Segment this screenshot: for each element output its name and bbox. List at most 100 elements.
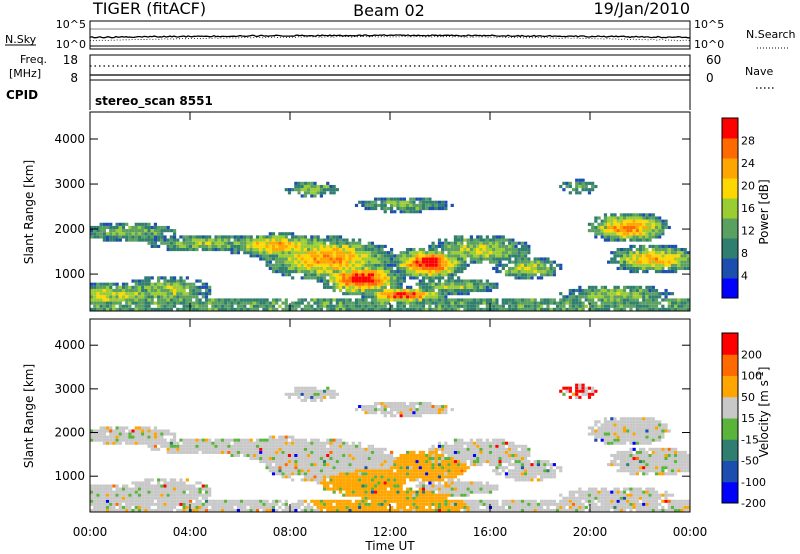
velocity-cell (278, 456, 282, 461)
velocity-cell (367, 408, 371, 412)
velocity-cell (383, 505, 387, 509)
velocity-cell (313, 469, 317, 473)
velocity-cell (249, 447, 253, 451)
power-cell (374, 288, 378, 293)
power-cell (345, 288, 349, 293)
velocity-cell (291, 456, 295, 461)
power-cell (310, 191, 314, 195)
power-cell (632, 298, 636, 302)
power-cell (686, 301, 691, 305)
power-cell (441, 206, 445, 211)
power-cell (549, 263, 553, 267)
power-cell (447, 244, 451, 248)
power-cell (319, 251, 323, 255)
power-cell (629, 216, 633, 220)
velocity-cell (134, 499, 138, 503)
velocity-cell (358, 469, 362, 473)
power-cell (204, 235, 209, 239)
velocity-cell (399, 478, 403, 482)
velocity-cell (166, 502, 170, 506)
velocity-cell (230, 447, 234, 451)
power-cell (629, 270, 633, 274)
velocity-cell (316, 456, 320, 461)
power-cell (345, 301, 349, 305)
power-cell (638, 295, 643, 299)
velocity-cell (326, 469, 330, 473)
power-cell (642, 235, 646, 239)
power-cell (259, 247, 263, 252)
velocity-cell (195, 508, 199, 512)
velocity-cell (322, 487, 327, 491)
power-cell (488, 298, 493, 302)
power-cell (428, 298, 432, 302)
velocity-cell (176, 487, 180, 491)
velocity-cell (377, 490, 381, 494)
velocity-cell (297, 447, 301, 451)
power-cell (351, 276, 355, 280)
power-cell (335, 301, 339, 305)
power-cell (504, 257, 509, 261)
velocity-cell (157, 508, 161, 512)
velocity-cell (211, 447, 215, 451)
power-cell (412, 257, 416, 261)
velocity-cell (307, 478, 311, 482)
power-cell (338, 247, 343, 252)
velocity-cell (402, 405, 406, 409)
velocity-cell (345, 478, 349, 482)
velocity-cell (316, 505, 320, 509)
velocity-cell (310, 395, 314, 399)
power-cell (514, 251, 518, 255)
power-cell (460, 304, 464, 308)
power-cell (409, 307, 413, 311)
velocity-cell (310, 475, 314, 479)
velocity-cell (329, 460, 333, 464)
power-cell (284, 304, 288, 308)
power-cell (511, 270, 515, 274)
velocity-cell (160, 438, 164, 442)
power-cell (664, 307, 668, 311)
power-cell (444, 244, 448, 248)
power-cell (128, 229, 132, 233)
velocity-cell (396, 405, 400, 409)
velocity-cell (179, 478, 183, 482)
velocity-cell (240, 444, 244, 448)
velocity-cell (182, 505, 186, 509)
velocity-cell (255, 508, 260, 512)
power-cell (498, 304, 502, 308)
velocity-cell (102, 505, 106, 509)
power-cell (90, 307, 94, 311)
velocity-cell (112, 502, 116, 506)
velocity-cell (291, 447, 295, 451)
power-cell (112, 282, 116, 286)
velocity-cell (354, 487, 359, 491)
power-cell (645, 307, 649, 311)
power-cell (463, 307, 467, 311)
power-cell (447, 254, 451, 258)
velocity-cell (153, 496, 158, 500)
power-cell (402, 263, 406, 267)
power-cell (546, 266, 550, 271)
velocity-cell (393, 456, 397, 461)
power-cell (562, 307, 566, 311)
power-cell (472, 288, 477, 293)
power-cell (271, 232, 276, 236)
power-cell (488, 257, 493, 261)
power-cell (332, 270, 336, 274)
velocity-cell (208, 493, 212, 497)
nave-tick-bottom: 0 (706, 71, 714, 85)
power-cell (354, 273, 359, 277)
power-cell (390, 203, 394, 207)
power-cell (597, 216, 601, 220)
power-cell (677, 254, 681, 258)
power-cell (399, 279, 403, 283)
velocity-cell (409, 401, 413, 406)
power-cell (281, 232, 285, 236)
power-cell (568, 292, 572, 296)
power-cell (594, 285, 598, 289)
velocity-cell (329, 438, 333, 442)
power-cell (460, 288, 464, 293)
power-cell (645, 292, 649, 296)
velocity-cell (243, 499, 247, 503)
power-cell (390, 273, 394, 277)
power-cell (160, 301, 164, 305)
